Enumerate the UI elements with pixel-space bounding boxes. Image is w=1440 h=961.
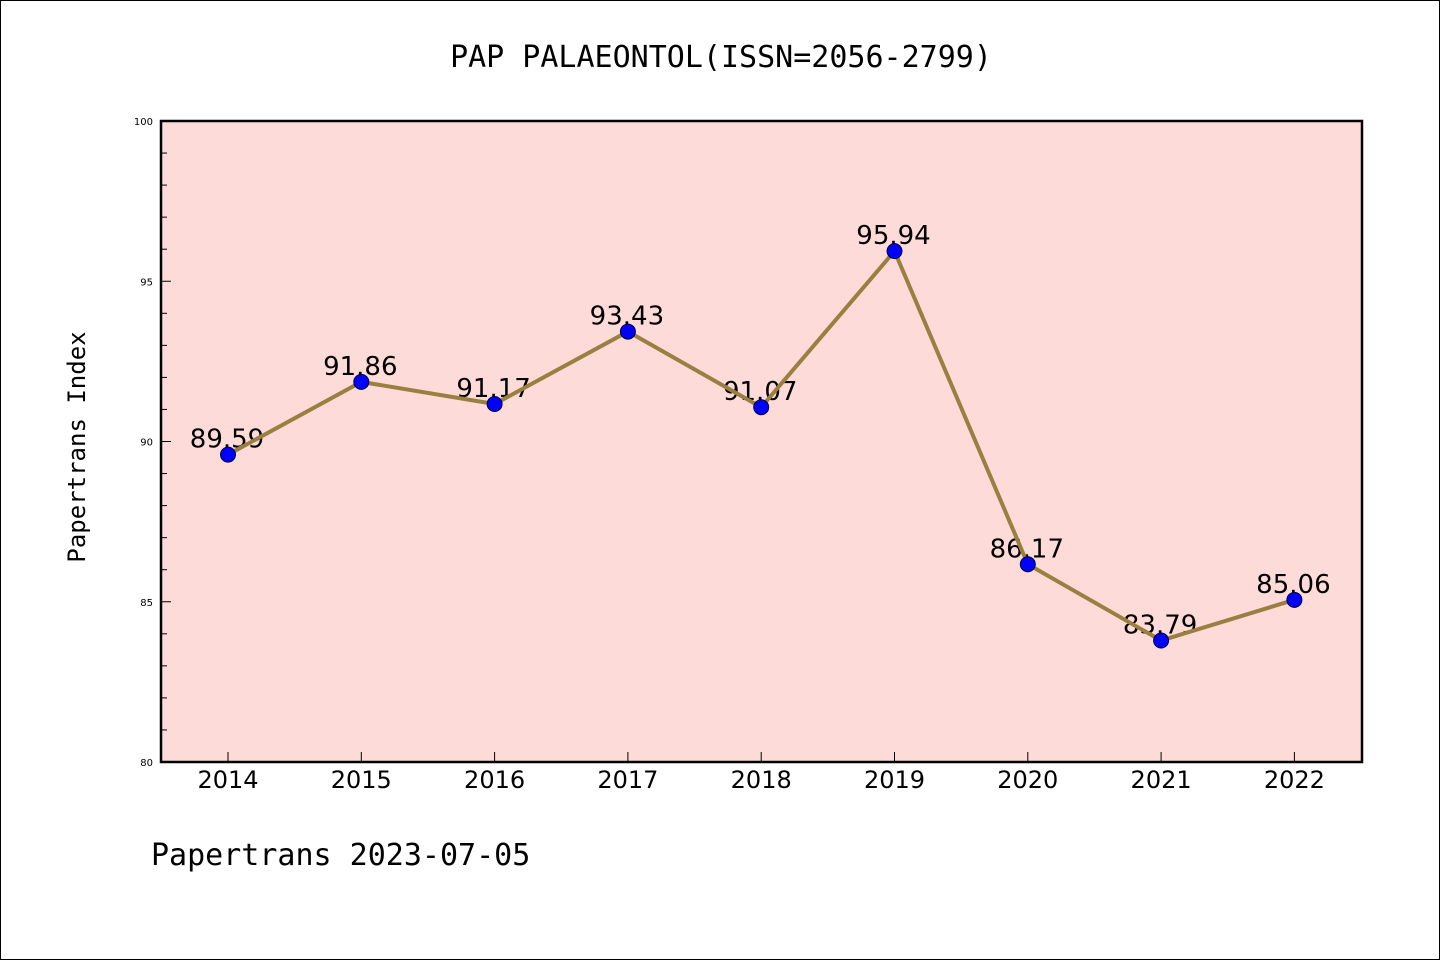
series-layer bbox=[220, 243, 1303, 649]
data-point bbox=[220, 446, 236, 463]
y-tick-label: 100 bbox=[134, 117, 153, 128]
data-point bbox=[1153, 632, 1170, 649]
data-point bbox=[353, 373, 370, 390]
x-tick-label: 2021 bbox=[1131, 766, 1192, 794]
x-tick-label: 2018 bbox=[731, 766, 792, 794]
data-point bbox=[753, 399, 770, 416]
x-axis: 2014 2015 2016 2017 2018 2019 2020 2021 2022 bbox=[197, 752, 1325, 794]
footer-credit: Papertrans 2023-07-05 bbox=[151, 838, 530, 873]
data-point bbox=[886, 243, 903, 260]
y-tick-label: 85 bbox=[140, 598, 153, 609]
x-tick-label: 2020 bbox=[997, 766, 1058, 794]
y-tick-label: 90 bbox=[140, 438, 153, 449]
y-tick-label: 95 bbox=[140, 277, 153, 288]
data-point bbox=[1019, 556, 1036, 573]
x-tick-label: 2019 bbox=[864, 766, 925, 794]
y-axis-label: Papertrans Index bbox=[63, 331, 91, 562]
plot-area bbox=[159, 119, 1364, 764]
data-point bbox=[1286, 591, 1303, 608]
x-tick-label: 2017 bbox=[597, 766, 658, 794]
x-tick-label: 2022 bbox=[1264, 766, 1325, 794]
data-point bbox=[619, 323, 636, 340]
x-tick-label: 2016 bbox=[464, 766, 525, 794]
y-tick-label: 80 bbox=[140, 758, 153, 769]
chart-title: PAP PALAEONTOL(ISSN=2056-2799) bbox=[450, 40, 992, 75]
x-tick-label: 2014 bbox=[197, 766, 258, 794]
y-axis: 80 85 90 95 100 bbox=[134, 117, 171, 769]
data-point bbox=[486, 396, 503, 413]
x-tick-label: 2015 bbox=[331, 766, 392, 794]
